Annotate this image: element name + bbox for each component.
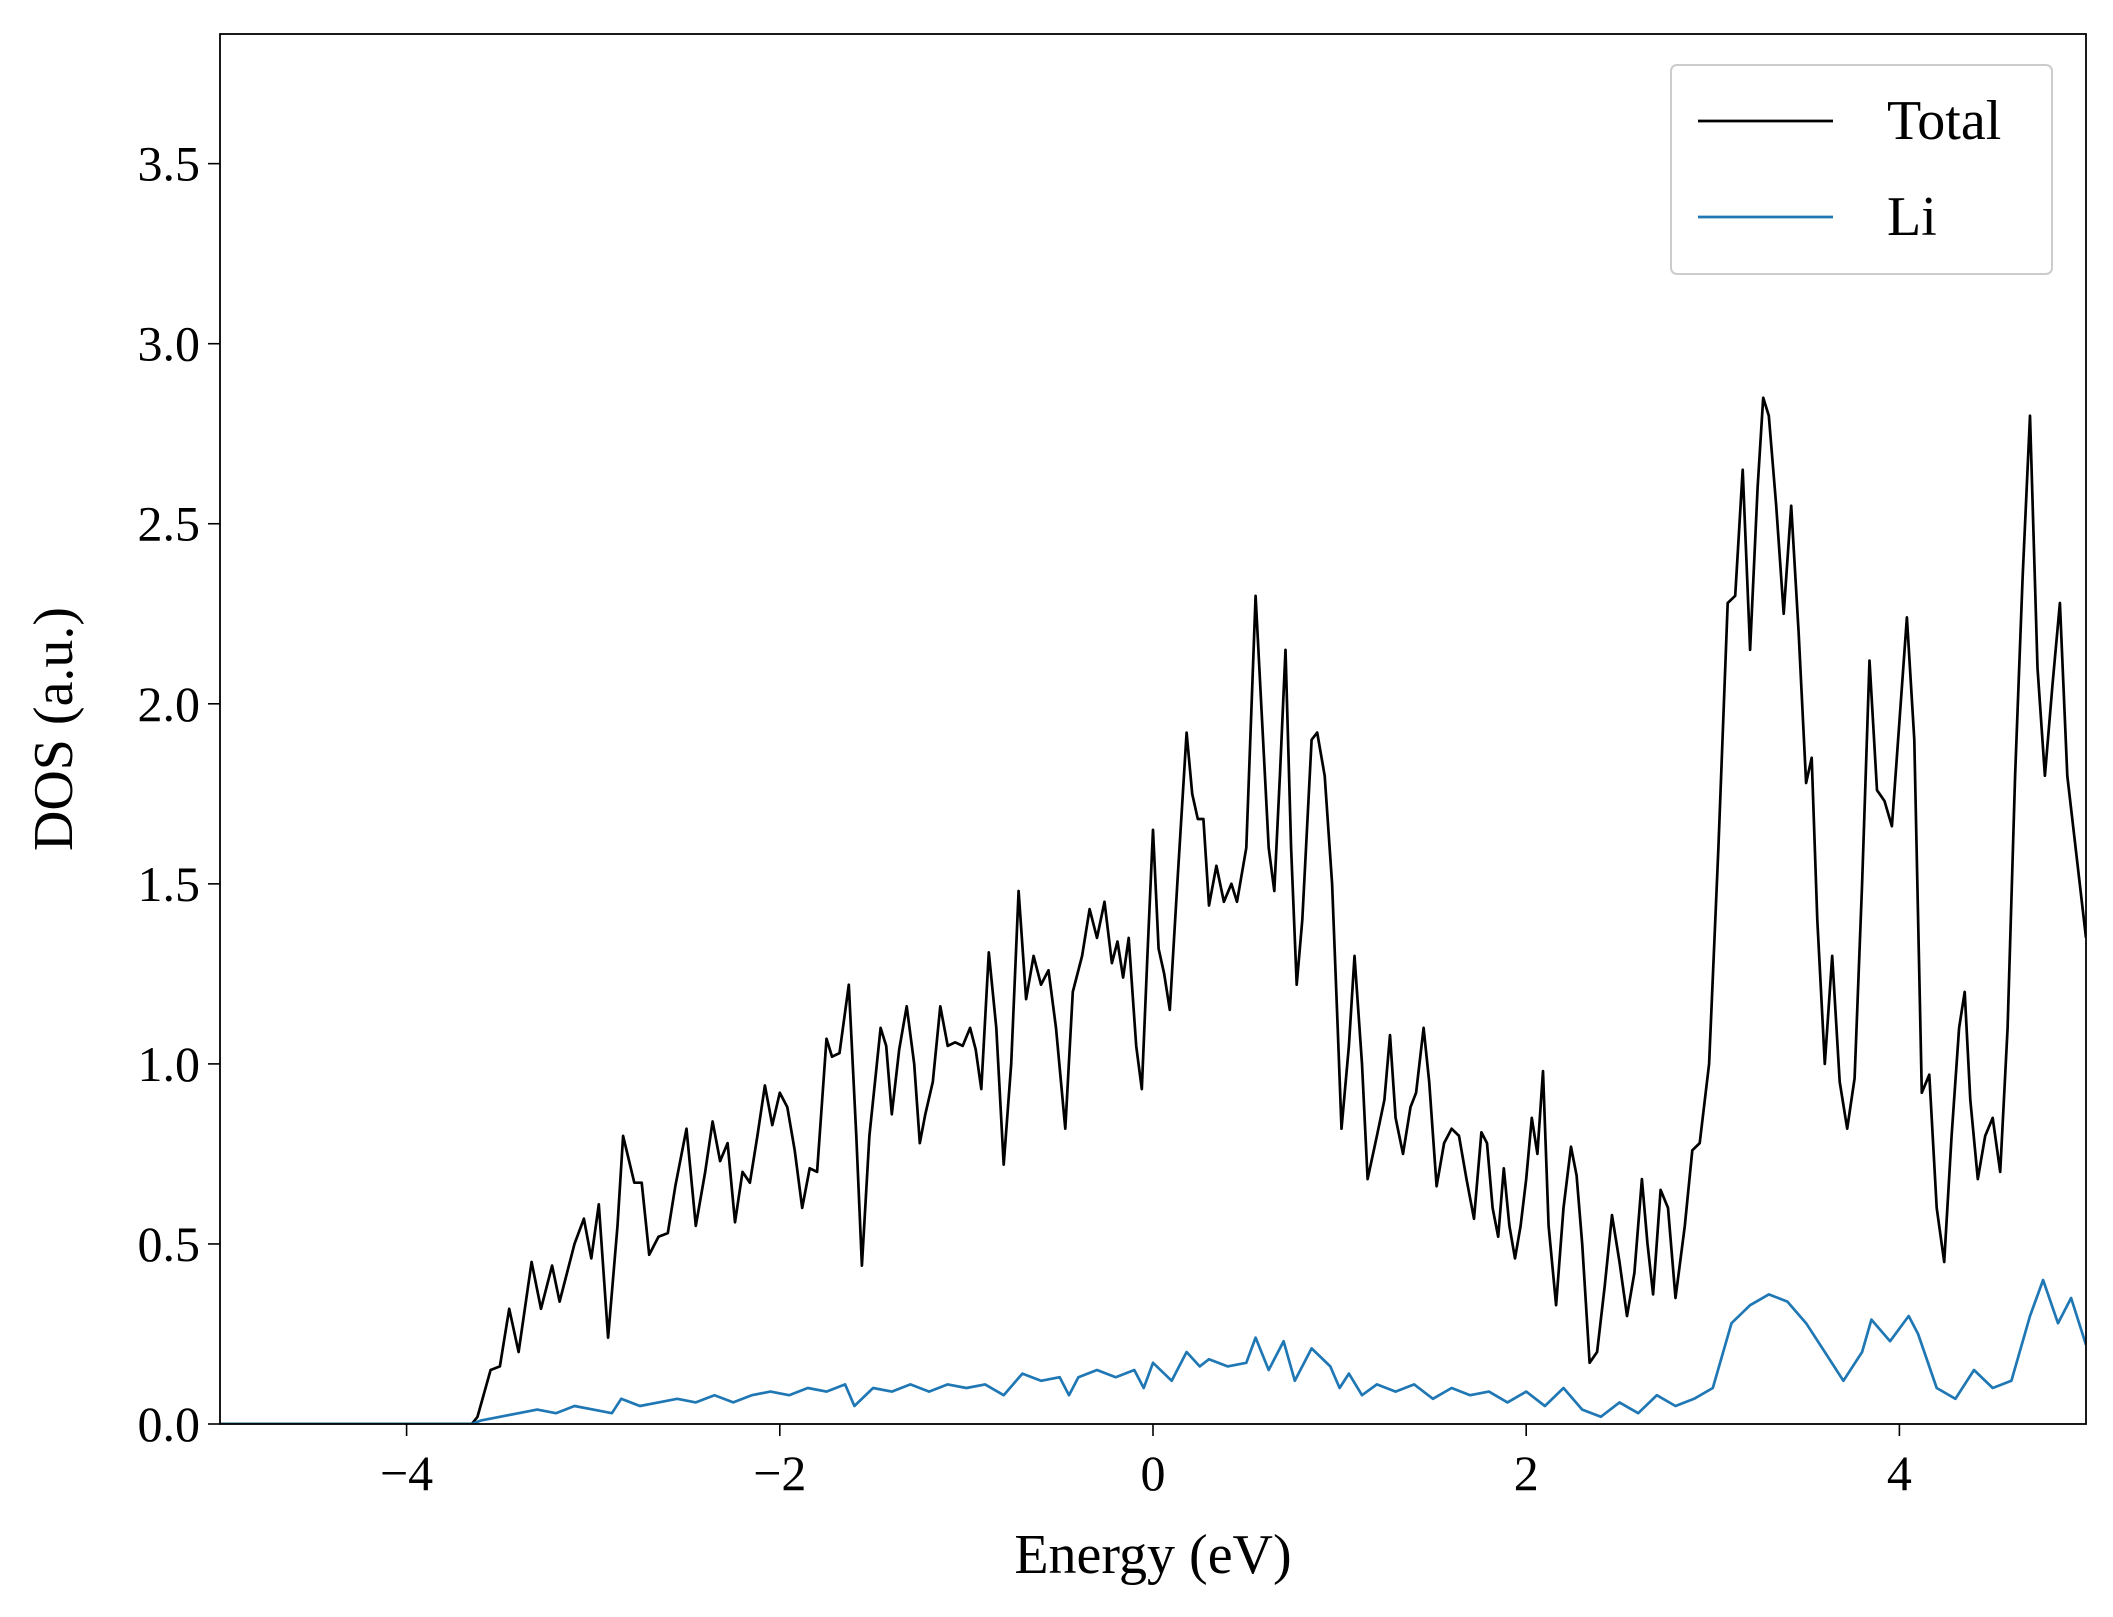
x-tick-label: 2 <box>1514 1445 1539 1501</box>
x-tick-label: −4 <box>380 1445 433 1501</box>
x-axis-label: Energy (eV) <box>1014 1524 1291 1586</box>
y-tick-label: 0.5 <box>138 1216 201 1272</box>
legend-label: Li <box>1887 186 1937 248</box>
y-tick-label: 1.5 <box>138 856 201 912</box>
y-tick-label: 3.5 <box>138 136 201 192</box>
y-tick-label: 0.0 <box>138 1396 201 1452</box>
y-tick-label: 1.0 <box>138 1036 201 1092</box>
x-tick-label: 4 <box>1887 1445 1912 1501</box>
y-axis-label: DOS (a.u.) <box>23 607 85 851</box>
series-line <box>220 1278 2086 1424</box>
y-tick-label: 2.0 <box>138 676 201 732</box>
series-line <box>220 396 2086 1424</box>
legend-label: Total <box>1887 90 2001 152</box>
x-tick-label: 0 <box>1141 1445 1166 1501</box>
y-tick-label: 3.0 <box>138 316 201 372</box>
y-tick-label: 2.5 <box>138 496 201 552</box>
x-tick-label: −2 <box>753 1445 806 1501</box>
plot-frame <box>219 33 2087 1425</box>
legend-box <box>1670 64 2053 275</box>
